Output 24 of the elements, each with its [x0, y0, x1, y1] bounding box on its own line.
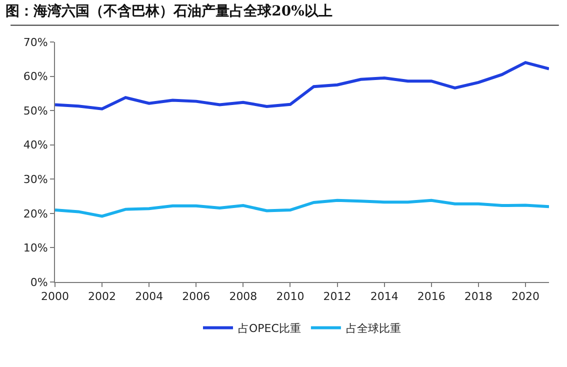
chart-title: 图：海湾六国（不含巴林）石油产量占全球20%以上	[6, 2, 332, 20]
y-tick-label: 40%	[23, 138, 48, 152]
y-tick-label: 20%	[23, 207, 48, 220]
x-tick-label: 2020	[511, 290, 540, 304]
line-series	[55, 198, 549, 218]
x-tick-label: 2004	[135, 290, 164, 304]
x-tick-label: 2002	[88, 290, 116, 304]
legend-label: 占全球比重	[346, 322, 401, 335]
line-series	[55, 61, 549, 110]
x-tick-label: 2008	[229, 290, 258, 304]
y-tick-label: 70%	[23, 36, 48, 49]
y-tick-label: 60%	[23, 70, 48, 84]
x-tick-label: 2010	[276, 290, 304, 304]
y-tick-label: 10%	[23, 242, 48, 255]
x-tick-label: 2000	[41, 290, 69, 304]
x-tick-label: 2016	[417, 290, 446, 304]
x-tick-label: 2018	[464, 290, 492, 304]
x-tick-label: 2012	[323, 290, 352, 304]
y-tick-label: 50%	[23, 104, 48, 118]
x-tick-label: 2014	[370, 290, 398, 304]
legend-label: 占OPEC比重	[238, 322, 301, 335]
y-tick-label: 0%	[30, 276, 48, 289]
y-tick-label: 30%	[23, 172, 48, 186]
x-tick-label: 2006	[182, 290, 210, 304]
